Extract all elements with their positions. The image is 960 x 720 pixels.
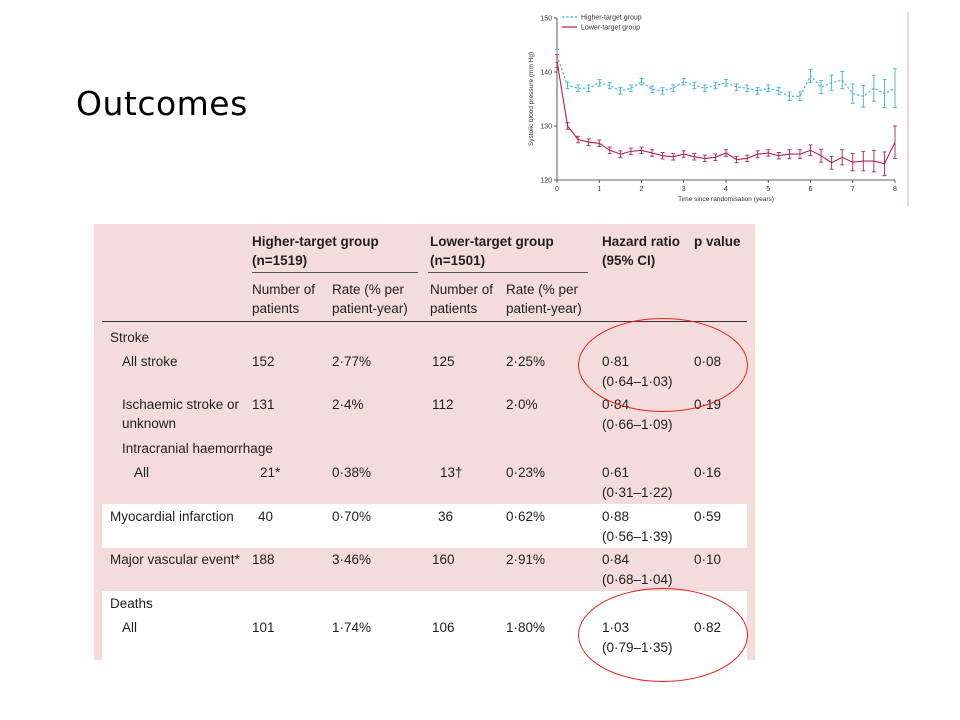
cell-mve-p: 0·10	[694, 552, 722, 567]
row-label-all-stroke: All stroke	[122, 354, 178, 369]
header-rule-lower	[428, 272, 588, 273]
cell-deaths-lower-n: 106	[432, 620, 455, 635]
row-label-deaths-all: All	[122, 620, 138, 635]
cell-ischaemic-higher-rate: 2·4%	[332, 397, 364, 412]
cell-mve-higher-rate: 3·46%	[332, 552, 372, 567]
x-tick-label: 2	[640, 186, 644, 193]
cell-all-stroke-higher-rate: 2·77%	[332, 354, 372, 369]
y-tick-label: 120	[540, 178, 552, 185]
x-tick-label: 5	[766, 186, 770, 193]
series-line-higher-target	[556, 55, 896, 97]
cell-mve-ci: (0·68–1·04)	[602, 572, 673, 587]
cell-ich-higher-rate: 0·38%	[332, 465, 372, 480]
cell-ischaemic-higher-n: 131	[252, 397, 275, 412]
legend-label: Higher-target group	[581, 15, 642, 22]
subheader-rate-lower: Rate (% per patient-year)	[506, 282, 582, 316]
col-header-p-value: p value	[694, 234, 741, 249]
col-header-higher-group: Higher-target group (n=1519)	[252, 234, 379, 268]
legend-label: Lower-target group	[581, 25, 640, 32]
cell-deaths-higher-n: 101	[252, 620, 275, 635]
subheader-number-higher: Number of patients	[252, 282, 316, 316]
row-label-ischaemic: Ischaemic stroke or unknown	[122, 397, 240, 431]
row-label-ich-all: All	[134, 465, 150, 480]
cell-ich-p: 0·16	[694, 465, 722, 480]
x-tick-label: 7	[851, 186, 855, 193]
cell-mi-higher-rate: 0·70%	[332, 509, 372, 524]
section-stroke: Stroke	[110, 330, 150, 345]
cell-deaths-higher-rate: 1·74%	[332, 620, 372, 635]
y-tick-label: 140	[540, 70, 552, 77]
highlight-ellipse-all-stroke	[578, 318, 748, 412]
cell-ischaemic-ci: (0·66–1·09)	[602, 417, 673, 432]
cell-mi-lower-rate: 0·62%	[506, 509, 546, 524]
x-tick-label: 8	[893, 186, 897, 193]
cell-mve-lower-n: 160	[432, 552, 455, 567]
section-deaths: Deaths	[110, 596, 153, 611]
series-line-lower-target	[556, 61, 896, 165]
y-axis-label: Systolic blood pressure (mm Hg)	[528, 52, 535, 146]
col-header-lower-group: Lower-target group (n=1501)	[430, 234, 554, 268]
cell-mi-ci: (0·56–1·39)	[602, 529, 673, 544]
x-axis-label: Time since randomisation (years)	[678, 196, 774, 203]
subheader-number-lower: Number of patients	[430, 282, 494, 316]
cell-mve-hr: 0·84	[602, 552, 630, 567]
cell-mve-lower-rate: 2·91%	[506, 552, 546, 567]
highlight-ellipse-deaths	[578, 588, 748, 682]
cell-mi-lower-n: 36	[438, 509, 454, 524]
slide-title: Outcomes	[76, 84, 248, 123]
cell-ich-lower-rate: 0·23%	[506, 465, 546, 480]
row-band-mi	[102, 504, 747, 548]
cell-ich-lower-n: 13†	[440, 465, 463, 480]
cell-deaths-lower-rate: 1·80%	[506, 620, 546, 635]
section-intracranial: Intracranial haemorrhage	[122, 441, 273, 456]
header-rule-higher	[252, 272, 418, 273]
x-tick-label: 3	[682, 186, 686, 193]
subheader-rate-higher: Rate (% per patient-year)	[332, 282, 408, 316]
cell-ischaemic-lower-n: 112	[432, 397, 454, 412]
col-header-hazard-ratio: Hazard ratio (95% CI)	[602, 234, 681, 268]
outcomes-table: Higher-target group (n=1519) Lower-targe…	[94, 224, 755, 660]
cell-mve-higher-n: 188	[252, 552, 275, 567]
x-tick-label: 0	[555, 186, 559, 193]
x-tick-label: 1	[597, 186, 601, 193]
cell-ich-higher-n: 21*	[260, 465, 281, 480]
cell-ischaemic-lower-rate: 2·0%	[506, 397, 538, 412]
cell-all-stroke-higher-n: 152	[252, 354, 275, 369]
x-tick-label: 4	[724, 186, 728, 193]
row-label-mi: Myocardial infarction	[110, 509, 234, 524]
x-tick-label: 6	[809, 186, 813, 193]
cell-mi-hr: 0·88	[602, 509, 630, 524]
bp-line-chart: 150 140 130 120 0 1 2 3 4 5 6 7 8 Time since randomis…	[520, 6, 910, 210]
cell-mi-higher-n: 40	[258, 509, 274, 524]
cell-all-stroke-lower-rate: 2·25%	[506, 354, 546, 369]
cell-all-stroke-lower-n: 125	[432, 354, 455, 369]
row-label-mve: Major vascular event*	[110, 552, 240, 567]
y-tick-label: 150	[540, 16, 552, 23]
y-tick-label: 130	[540, 124, 552, 131]
cell-mi-p: 0·59	[694, 509, 722, 524]
cell-ich-hr: 0·61	[602, 465, 630, 480]
cell-ich-ci: (0·31–1·22)	[602, 485, 673, 500]
header-bottom-rule	[102, 321, 747, 322]
